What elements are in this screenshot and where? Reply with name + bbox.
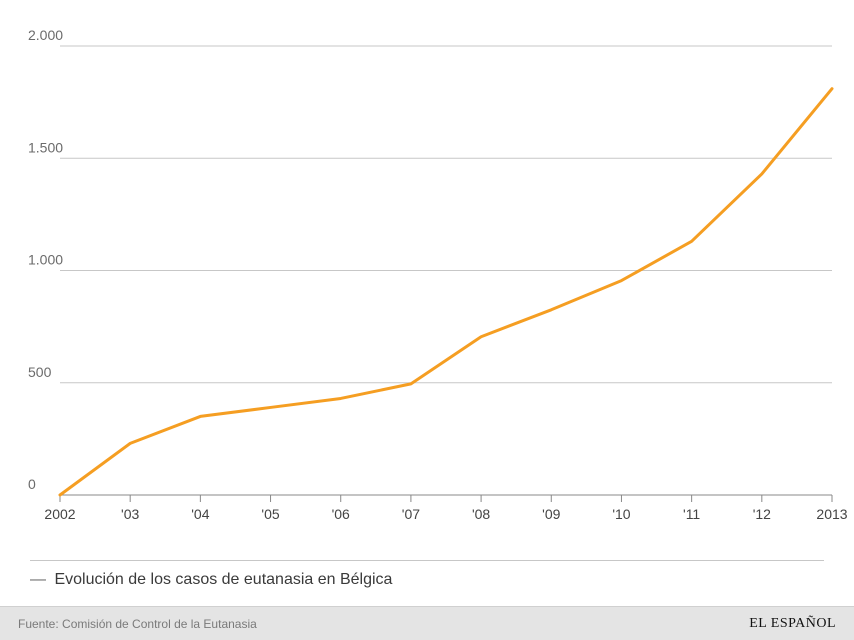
x-tick-label: '10 bbox=[612, 506, 630, 522]
data-line bbox=[60, 89, 832, 495]
x-tick-label: '12 bbox=[753, 506, 771, 522]
source-bar: Fuente: Comisión de Control de la Eutana… bbox=[0, 606, 854, 640]
x-tick-label: '04 bbox=[191, 506, 209, 522]
caption-dash: — bbox=[30, 571, 46, 588]
x-tick-label: 2002 bbox=[44, 506, 75, 522]
x-tick-label: '08 bbox=[472, 506, 490, 522]
y-tick-label: 2.000 bbox=[28, 27, 63, 43]
source-label: Fuente: Comisión de Control de la Eutana… bbox=[18, 617, 257, 631]
x-tick-label: '03 bbox=[121, 506, 139, 522]
x-tick-label: '05 bbox=[261, 506, 279, 522]
chart-container: 0 500 1.000 1.500 2.000 2002 '03 '04 '05 '06 '07 '0… bbox=[0, 0, 854, 640]
x-tick-label: 2013 bbox=[816, 506, 847, 522]
line-chart: 0 500 1.000 1.500 2.000 2002 '03 '04 '05 '06 '07 '0… bbox=[0, 0, 854, 560]
y-tick-label: 1.500 bbox=[28, 139, 63, 155]
y-tick-label: 0 bbox=[28, 476, 36, 492]
brand-label: EL ESPAÑOL bbox=[749, 616, 836, 632]
chart-caption-row: — Evolución de los casos de eutanasia en… bbox=[30, 560, 824, 589]
x-tick-label: '09 bbox=[542, 506, 560, 522]
x-tick-label: '07 bbox=[402, 506, 420, 522]
x-tick-label: '06 bbox=[332, 506, 350, 522]
y-tick-label: 1.000 bbox=[28, 252, 63, 268]
y-tick-label: 500 bbox=[28, 364, 52, 380]
x-tick-label: '11 bbox=[683, 506, 700, 522]
chart-caption: Evolución de los casos de eutanasia en B… bbox=[54, 571, 392, 588]
